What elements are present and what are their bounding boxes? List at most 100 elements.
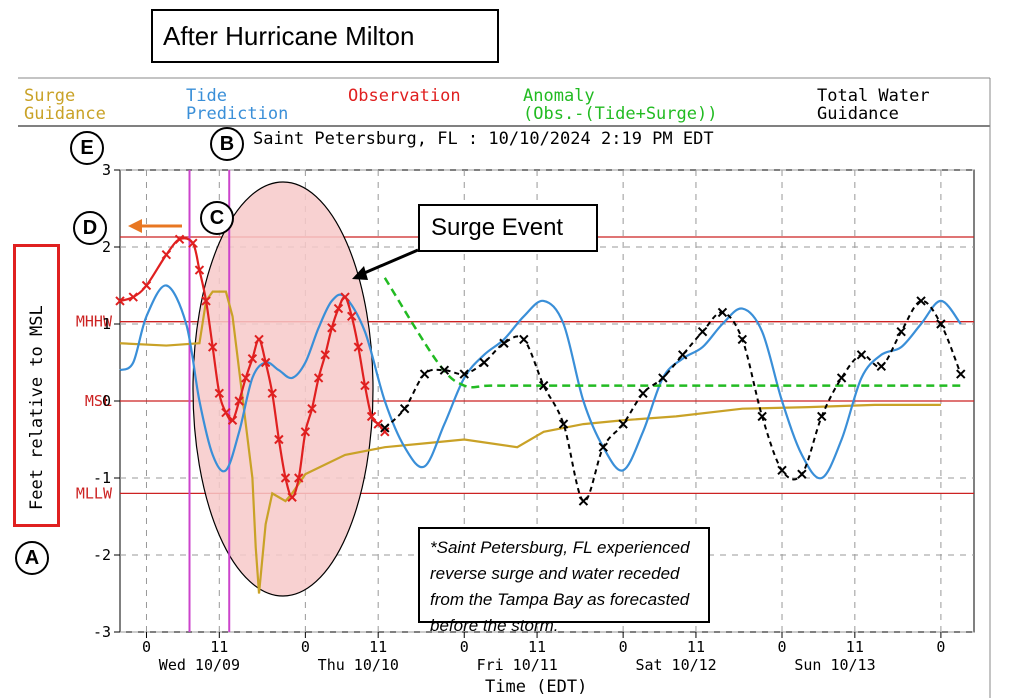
point-stroke [777, 465, 787, 476]
point-stroke [618, 419, 628, 429]
series-total-water-guidance-point [737, 334, 748, 345]
x-date-label: Wed 10/09 [159, 656, 240, 674]
point-stroke [638, 388, 648, 399]
y-axis-label-highlight [13, 244, 60, 527]
series-observation-point [327, 323, 337, 333]
point-stroke [221, 407, 231, 418]
series-observation-point [380, 427, 390, 437]
point-stroke [234, 396, 244, 406]
point-stroke [294, 473, 304, 483]
series-observation-point [366, 411, 377, 422]
point-stroke [757, 411, 767, 422]
series-observation-point [194, 265, 205, 275]
point-stroke [419, 369, 430, 379]
legend-total-line2: Guidance [817, 104, 899, 124]
chart-series [115, 234, 966, 594]
series-total-water-guidance-point [380, 423, 390, 433]
series-observation-point [234, 396, 244, 406]
legend-total-line1: Total Water [817, 86, 930, 106]
marker-d: D [73, 211, 107, 245]
surge-highlight-ellipse [192, 181, 374, 597]
point-stroke [287, 492, 297, 502]
legend-tide-line2: Prediction [186, 104, 288, 124]
series-observation-point [280, 473, 291, 483]
series-observation-point [201, 296, 211, 306]
point-stroke [141, 280, 152, 291]
surge-event-box: Surge Event [418, 204, 598, 252]
y-tick-label: 1 [102, 315, 111, 333]
series-total-water-guidance-point [916, 296, 926, 306]
series-observation-point [141, 280, 152, 291]
point-stroke [538, 380, 549, 391]
series-total-water-guidance-point [678, 350, 688, 360]
point-stroke [737, 334, 748, 345]
point-stroke [697, 326, 708, 337]
point-stroke [214, 388, 225, 399]
series-observation-point [340, 292, 350, 302]
point-stroke [797, 469, 807, 479]
point-stroke [598, 442, 608, 452]
point-stroke [274, 434, 284, 445]
orange-arrow-head [128, 219, 142, 233]
marker-e: E [70, 131, 104, 165]
series-observation-point [254, 334, 264, 345]
datum-label: MLLW [76, 484, 113, 502]
point-stroke [876, 361, 887, 372]
series-total-water-guidance-point [956, 369, 966, 379]
series-total-water-guidance-point [658, 373, 668, 383]
series-total-water-guidance-point [578, 496, 589, 506]
series-total-water-guidance-point [896, 326, 906, 337]
point-stroke [280, 473, 291, 483]
x-tick-label: 0 [301, 638, 310, 656]
point-stroke [161, 249, 172, 260]
point-stroke [313, 373, 324, 383]
x-date-label: Sun 10/13 [794, 656, 875, 674]
point-stroke [327, 323, 337, 333]
x-tick-label: 0 [777, 638, 786, 656]
point-stroke [346, 311, 357, 322]
y-tick-label: -1 [93, 469, 111, 487]
point-stroke [459, 369, 469, 379]
x-tick-label: 0 [460, 638, 469, 656]
point-stroke [254, 334, 264, 345]
point-stroke [300, 427, 311, 437]
point-stroke [247, 353, 258, 364]
series-observation-point [313, 373, 324, 383]
series-observation-point [274, 434, 284, 445]
point-stroke [519, 334, 529, 345]
series-observation-point [307, 403, 317, 414]
legend-anomaly-line1: Anomaly [523, 86, 595, 106]
series-anomaly-line [383, 277, 961, 389]
x-tick-label: 0 [936, 638, 945, 656]
x-date-label: Thu 10/10 [318, 656, 399, 674]
note-box: *Saint Petersburg, FL experienced revers… [418, 527, 710, 635]
legend-observation: Observation [348, 86, 461, 106]
x-tick-label: 11 [528, 638, 546, 656]
point-stroke [380, 423, 390, 433]
y-tick-label: 2 [102, 238, 111, 256]
series-total-water-guidance-point [598, 442, 608, 452]
surge-event-arrow-line [361, 248, 419, 276]
surge-event-label: Surge Event [431, 214, 564, 241]
x-tick-label: 11 [210, 638, 228, 656]
legend-surge-line1: Surge [24, 86, 75, 106]
series-observation-point [373, 419, 383, 429]
point-stroke [717, 307, 728, 318]
title-box: After Hurricane Milton [151, 9, 499, 63]
series-total-water-guidance-point [499, 338, 509, 348]
series-total-water-guidance-point [936, 319, 946, 329]
point-stroke [380, 427, 390, 437]
series-total-water-guidance-point [757, 411, 767, 422]
series-observation-point [174, 234, 185, 245]
series-observation-point [214, 388, 225, 399]
point-stroke [856, 350, 867, 360]
point-stroke [896, 326, 906, 337]
point-stroke [353, 342, 364, 352]
series-observation-point [287, 492, 297, 502]
series-total-water-guidance-point [538, 380, 549, 391]
series-total-water-guidance-point [876, 361, 887, 372]
series-total-water-guidance-point [459, 369, 469, 379]
series-total-water-guidance-point [638, 388, 648, 399]
point-stroke [499, 338, 509, 348]
